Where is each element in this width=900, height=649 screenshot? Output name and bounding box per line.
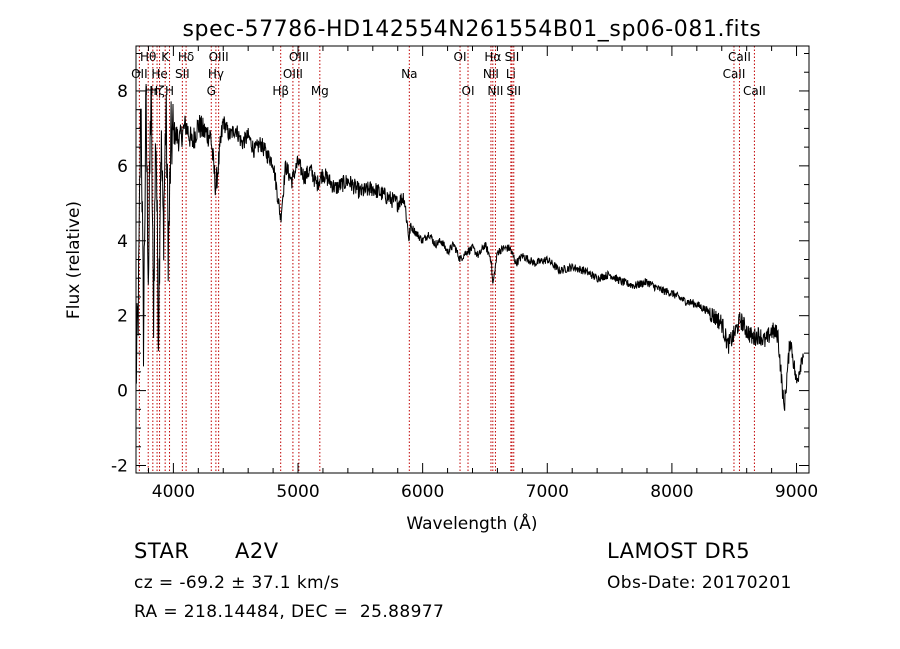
marker-label: OI [454,50,467,64]
y-axis-label: Flux (relative) [64,201,84,319]
marker-label: SII [505,50,520,64]
marker-label: OIII [289,50,309,64]
marker-label: SII [175,67,190,81]
marker-label: OIII [209,50,229,64]
marker-label: Hγ [208,67,224,81]
marker-label: NII [483,67,499,81]
redshift-velocity: cz = -69.2 ± 37.1 km/s [134,573,340,593]
y-tick-label: 4 [117,232,128,252]
marker-label: Hθ [140,50,156,64]
marker-label: G [207,84,216,98]
coordinates: RA = 218.14484, DEC = 25.88977 [134,602,445,622]
spectral-subclass: A2V [235,539,279,563]
y-tick-label: 0 [117,382,128,402]
y-tick-label: -2 [111,457,128,477]
marker-label: K [161,50,170,64]
marker-label: Na [401,67,417,81]
marker-label: NII [487,84,503,98]
marker-label: Mg [311,84,329,98]
y-tick-label: 2 [117,307,128,327]
y-axis: -2 0 2 4 6 8 [111,52,809,477]
marker-label: CaII [723,67,746,81]
x-tick-label: 8000 [650,482,693,502]
spectrum-line [135,83,805,411]
marker-label: Hβ [272,84,289,98]
marker-label: H [165,84,174,98]
marker-label: SII [506,84,521,98]
plot-frame [135,45,810,474]
marker-label: CaII [743,84,766,98]
marker-label: Hδ [178,50,194,64]
marker-label: OIII [283,67,303,81]
marker-label: Hζ [149,84,165,98]
marker-label: Hη [145,84,162,98]
x-tick-label: 6000 [401,482,444,502]
marker-label: He [151,67,167,81]
marker-label: Li [506,67,516,81]
y-tick-label: 6 [117,157,128,177]
x-tick-label: 9000 [775,482,818,502]
marker-label: Hα [484,50,501,64]
x-tick-label: 7000 [526,482,569,502]
marker-label: OI [462,84,475,98]
emission-line-markers: OIIHθHηHζHeKHSIIHδGHγOIIIHβOIIIOIIIMgNaO… [131,46,766,473]
x-tick-label: 4000 [152,482,195,502]
marker-label: CaII [728,50,751,64]
chart-title: spec-57786-HD142554N261554B01_sp06-081.f… [182,17,761,42]
x-axis-label: Wavelength (Å) [406,512,537,534]
x-tick-label: 5000 [276,482,319,502]
survey-name: LAMOST DR5 [607,539,751,563]
x-axis: 4000 5000 6000 7000 8000 9000 [147,46,818,502]
observation-date: Obs-Date: 20170201 [607,573,792,593]
object-class: STAR [134,539,190,563]
y-tick-label: 8 [117,82,128,102]
marker-label: OII [131,67,148,81]
